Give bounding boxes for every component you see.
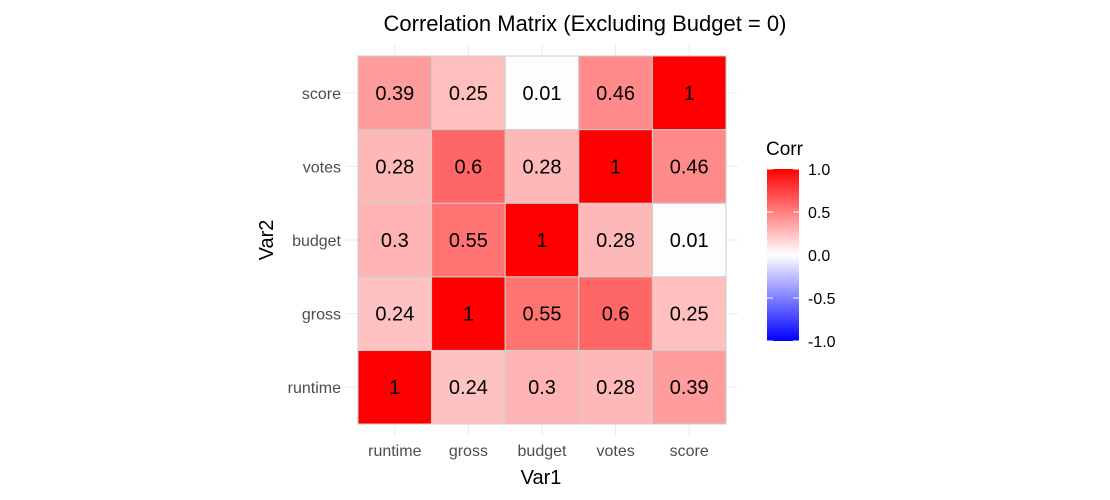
heatmap-cell-gross-budget — [431, 202, 506, 278]
heatmap-cell-votes-score — [578, 55, 653, 131]
legend-tick-label: 0.5 — [808, 205, 830, 222]
y-tick-label: score — [302, 86, 341, 103]
cell-value-label: 0.55 — [523, 304, 562, 326]
heatmap-cell-gross-votes — [431, 129, 506, 204]
cell-value-label: 0.28 — [375, 156, 414, 178]
cell-value-label: 0.01 — [670, 230, 709, 252]
legend-title: Corr — [766, 139, 804, 160]
heatmap-cell-score-gross — [651, 276, 727, 351]
cell-value-label: 1 — [536, 230, 547, 252]
heatmap-cell-runtime-votes — [357, 129, 433, 204]
heatmap-cell-runtime-budget — [357, 202, 433, 278]
cell-value-label: 0.28 — [523, 156, 562, 178]
heatmap-cell-budget-gross — [504, 276, 580, 351]
heatmap-cell-runtime-score — [357, 55, 433, 131]
y-tick-label: votes — [303, 159, 341, 176]
y-tick-label: budget — [292, 233, 341, 250]
heatmap-cell-votes-gross — [578, 276, 653, 351]
cell-labels: 1 0.24 0.3 0.28 0.39 0.24 1 0.55 0.6 0.25 0.3 0.55 1… — [375, 83, 708, 399]
y-tick-label: runtime — [288, 380, 341, 397]
heatmap-cell-budget-score — [504, 55, 580, 131]
x-tick-label: budget — [518, 443, 567, 460]
cell-value-label: 0.55 — [449, 230, 488, 252]
chart-title: Correlation Matrix (Excluding Budget = 0… — [384, 11, 787, 36]
x-axis: runtime gross budget votes score — [368, 443, 709, 460]
cell-value-label: 1 — [610, 156, 621, 178]
heatmap-cell-budget-runtime — [504, 349, 580, 425]
legend-tick-label: 0.0 — [808, 248, 830, 265]
y-tick-label: gross — [302, 307, 341, 324]
legend-tick-label: 1.0 — [808, 162, 830, 179]
cell-value-label: 1 — [389, 377, 400, 399]
heatmap-cell-score-votes — [651, 129, 727, 204]
cell-value-label: 0.6 — [454, 156, 482, 178]
cell-value-label: 1 — [684, 83, 695, 105]
cell-value-label: 0.01 — [523, 83, 562, 105]
color-legend: Corr 1.0 0.5 0.0 -0.5 -1.0 — [766, 139, 836, 351]
y-axis-title: Var2 — [256, 220, 278, 261]
x-tick-label: score — [670, 443, 709, 460]
cell-value-label: 1 — [463, 304, 474, 326]
cell-value-label: 0.28 — [596, 377, 635, 399]
cell-value-label: 0.3 — [528, 377, 556, 399]
heatmap-cell-runtime-gross — [357, 276, 433, 351]
x-axis-title: Var1 — [521, 467, 562, 489]
cell-value-label: 0.25 — [670, 304, 709, 326]
x-tick-label: runtime — [368, 443, 421, 460]
legend-tick-label: -1.0 — [808, 334, 836, 351]
heatmap-cell-score-runtime — [651, 349, 727, 425]
x-tick-label: votes — [596, 443, 634, 460]
heatmap-cell-budget-budget — [504, 202, 580, 278]
heatmap-cell-score-score — [651, 55, 727, 131]
heatmap-cell-gross-gross — [431, 276, 506, 351]
cell-value-label: 0.39 — [670, 377, 709, 399]
cell-value-label: 0.46 — [670, 156, 709, 178]
cell-value-label: 0.46 — [596, 83, 635, 105]
heatmap-cell-votes-runtime — [578, 349, 653, 425]
cell-value-label: 0.6 — [602, 304, 630, 326]
cell-value-label: 0.24 — [375, 304, 414, 326]
heatmap-cells — [357, 55, 727, 425]
heatmap-cell-gross-runtime — [431, 349, 506, 425]
cell-value-label: 0.39 — [375, 83, 414, 105]
cell-value-label: 0.25 — [449, 83, 488, 105]
cell-value-label: 0.28 — [596, 230, 635, 252]
cell-value-label: 0.24 — [449, 377, 488, 399]
cell-value-label: 0.3 — [381, 230, 409, 252]
y-axis: runtime gross budget votes score — [288, 86, 342, 397]
legend-tick-label: -0.5 — [808, 291, 836, 308]
x-tick-label: gross — [449, 443, 488, 460]
